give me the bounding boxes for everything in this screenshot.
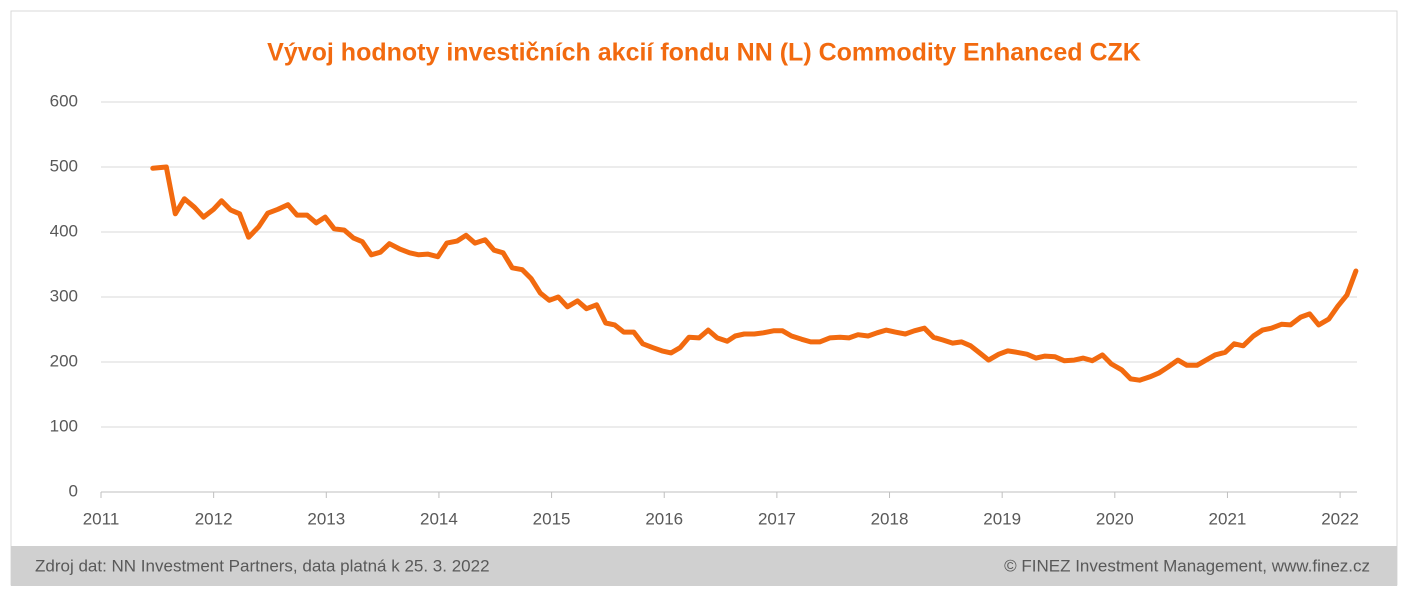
x-tick-label: 2018 (871, 509, 909, 528)
x-tick-label: 2016 (645, 509, 683, 528)
x-tick-label: 2011 (83, 509, 120, 528)
y-tick-label: 0 (69, 481, 78, 500)
x-tick-label: 2020 (1096, 509, 1134, 528)
data-line (150, 164, 1359, 383)
frame (10, 10, 1398, 586)
y-tick-label: 500 (50, 156, 78, 175)
x-tick-label: 2015 (533, 509, 571, 528)
y-tick-label: 400 (50, 221, 78, 240)
x-tick-label: 2014 (420, 509, 458, 528)
footer-band (11, 546, 1397, 586)
chart-title: Vývoj hodnoty investičních akcií fondu N… (267, 39, 1141, 67)
y-tick-label: 100 (50, 416, 78, 435)
x-tick-label: 2012 (195, 509, 233, 528)
y-tick-label: 200 (50, 351, 78, 370)
x-tick-label: 2013 (307, 509, 345, 528)
x-tick-label: 2017 (758, 509, 796, 528)
x-tick-label: 2021 (1209, 509, 1247, 528)
x-tick-label: 2019 (983, 509, 1021, 528)
y-tick-label: 600 (50, 91, 78, 110)
x-tick-label: 2022 (1321, 509, 1359, 528)
y-tick-label: 300 (50, 286, 78, 305)
footer-source: Zdroj dat: NN Investment Partners, data … (35, 556, 490, 575)
footer-credit: © FINEZ Investment Management, www.finez… (1004, 556, 1370, 575)
